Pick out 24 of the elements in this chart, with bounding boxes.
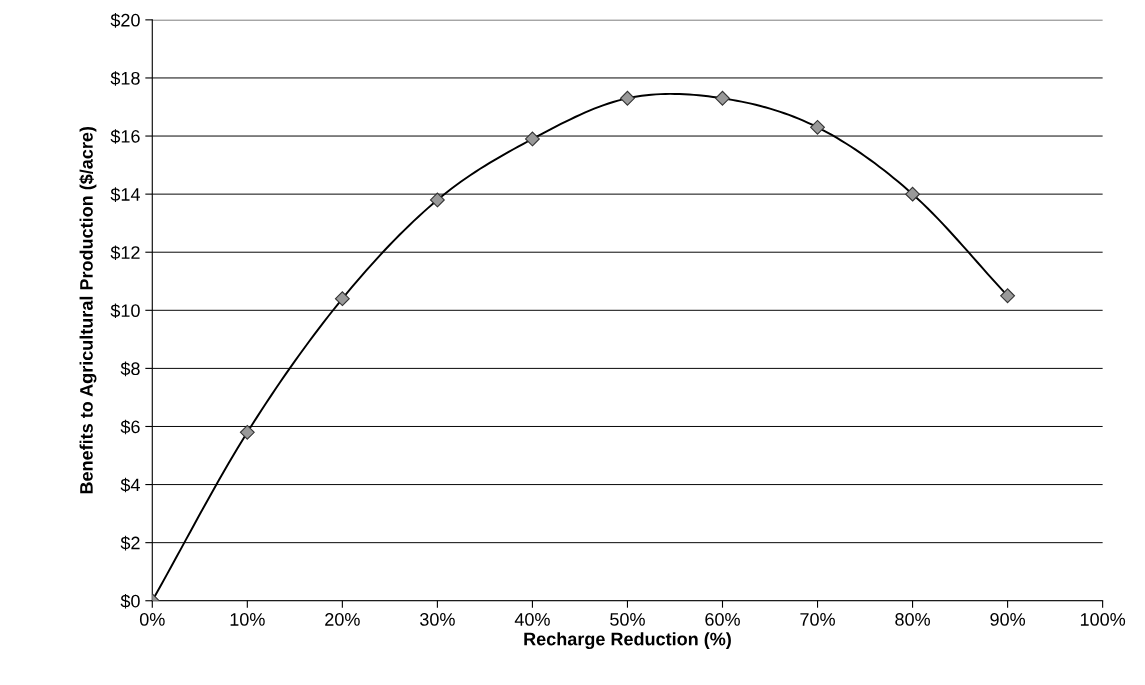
y-tick-label: $16 bbox=[110, 129, 140, 144]
y-tick-label: $4 bbox=[120, 477, 140, 493]
x-tick-label: 0% bbox=[139, 613, 165, 626]
y-tick-label: $18 bbox=[110, 71, 140, 86]
x-axis-title: Recharge Reduction (%) bbox=[524, 632, 731, 650]
x-tick-label: 80% bbox=[895, 613, 930, 626]
y-tick-label: $14 bbox=[110, 187, 140, 202]
x-tick-label: 10% bbox=[230, 613, 265, 626]
x-tick-label: 70% bbox=[800, 613, 835, 626]
y-tick-label: $0 bbox=[120, 593, 140, 609]
y-tick-label: $12 bbox=[110, 245, 140, 261]
y-tick-label: $8 bbox=[120, 361, 140, 377]
y-axis-title: Benefits to Agricultural Production ($/acre) bbox=[79, 126, 97, 494]
x-tick-label: 100% bbox=[1080, 613, 1126, 626]
y-tick-label: $6 bbox=[120, 419, 140, 435]
x-tick-label: 60% bbox=[705, 613, 740, 626]
x-tick-label: 40% bbox=[514, 613, 550, 626]
x-tick-label: 50% bbox=[610, 613, 645, 626]
x-tick-label: 20% bbox=[325, 613, 360, 626]
x-tick-label: 30% bbox=[420, 613, 455, 626]
y-tick-label: $10 bbox=[110, 303, 140, 319]
y-tick-label: $20 bbox=[110, 13, 140, 28]
y-tick-label: $2 bbox=[120, 535, 140, 551]
x-tick-label: 90% bbox=[990, 613, 1026, 626]
